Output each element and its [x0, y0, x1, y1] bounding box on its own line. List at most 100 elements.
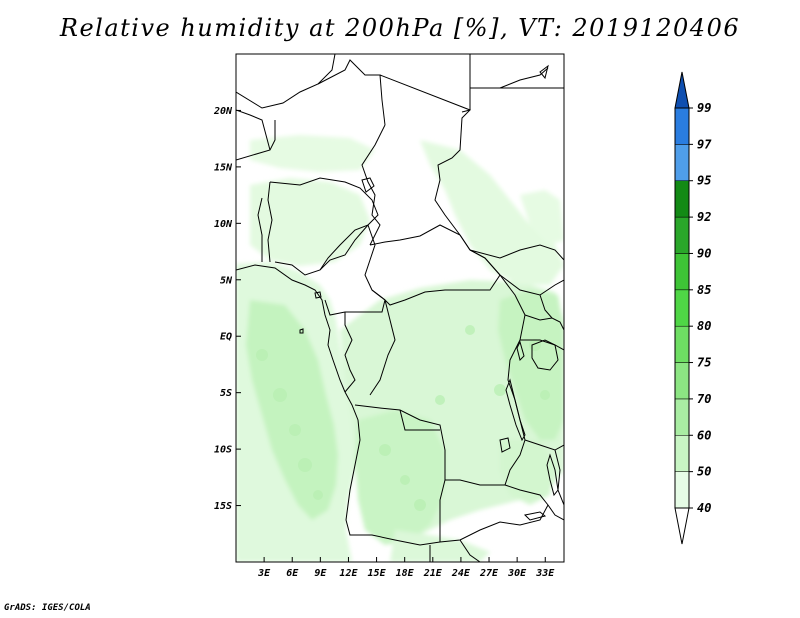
border-congo: [344, 312, 356, 393]
border-kenya: [539, 294, 553, 319]
speckle: [494, 384, 506, 396]
lake-malawi: [546, 453, 559, 497]
colorbar-label: 60: [697, 428, 711, 442]
border-benin-togo: [267, 181, 273, 263]
border-tanzania-south: [524, 439, 564, 451]
lat-label: 15S: [214, 501, 232, 512]
country-borders: [236, 54, 564, 562]
border-tanzania: [520, 339, 564, 351]
lat-label: 5S: [220, 388, 232, 399]
speckle: [298, 458, 312, 472]
colorbar-upper-arrow: [674, 71, 690, 109]
border-chad-niger: [361, 124, 386, 246]
colorbar-segment: [674, 107, 690, 145]
lat-label: 5N: [220, 275, 233, 286]
island-sinai: [539, 64, 549, 80]
colorbar-lower-arrow: [674, 507, 690, 545]
colorbar-segment: [674, 144, 690, 181]
humidity-region-south: [355, 410, 445, 545]
speckle: [273, 388, 287, 402]
island-bioko: [314, 291, 322, 299]
humidity-field: [236, 135, 564, 562]
speckle: [313, 490, 323, 500]
lat-label: 10N: [214, 219, 233, 230]
border-ghana: [257, 197, 263, 262]
lon-label: 24E: [451, 568, 471, 579]
border-malawi: [554, 449, 564, 506]
lat-label: 10S: [214, 445, 232, 456]
lon-label: 18E: [396, 568, 415, 579]
lon-label: 30E: [507, 568, 527, 579]
lake-albert: [516, 340, 525, 361]
border-mozambique: [547, 504, 564, 521]
speckle: [435, 395, 445, 405]
humidity-region-bottom: [390, 530, 490, 562]
border-drc-inner: [399, 409, 440, 431]
lon-label: 6E: [286, 568, 299, 579]
border-drc-north: [369, 299, 396, 396]
lake-mweru: [499, 437, 511, 453]
border-cameroon: [319, 224, 386, 316]
coastline-redsea: [499, 67, 549, 89]
speckle: [414, 499, 426, 511]
speckle: [289, 424, 301, 436]
colorbar-segment: [674, 216, 690, 254]
lon-label: 15E: [368, 568, 387, 579]
map-frame: [235, 53, 565, 563]
colorbar-segment: [674, 362, 690, 400]
border-angola-zambia: [439, 479, 446, 542]
colorbar-label: 99: [697, 101, 711, 115]
map-panel: 20N 15N 10N 5N EQ 5S 10S 15S 3E 6E 9E 12E 15E 18E 21E…: [213, 53, 565, 579]
speckle: [540, 390, 550, 400]
colorbar-label: 97: [697, 137, 712, 151]
lat-label: 15N: [214, 162, 233, 173]
colorbar-label: 95: [697, 174, 711, 188]
coastline-west: [236, 264, 346, 393]
colorbar: 40 50 60 70 75 80 85 90 92 95 97 99: [674, 71, 712, 545]
lake-victoria: [531, 339, 559, 371]
colorbar-segment: [674, 435, 690, 472]
lon-label: 12E: [339, 568, 358, 579]
colorbar-segment: [674, 180, 690, 218]
lake-chad: [361, 177, 375, 193]
border-zambia: [439, 484, 549, 543]
border-mali: [236, 109, 271, 151]
speckle: [465, 325, 475, 335]
lake-tanganyika: [505, 378, 526, 442]
humidity-region-ocean-core: [246, 300, 338, 520]
lon-label: 3E: [257, 568, 271, 579]
humidity-region-southeast: [500, 440, 555, 505]
colorbar-outline: [674, 107, 690, 509]
speckle: [256, 349, 268, 361]
lon-label: 9E: [314, 568, 327, 579]
colorbar-segment: [674, 471, 690, 509]
speckle: [529, 339, 541, 351]
colorbar-segment: [674, 253, 690, 291]
border-botswana: [459, 539, 481, 562]
lon-label: 33E: [535, 568, 555, 579]
border-drc-south: [354, 404, 505, 486]
colorbar-label: 70: [697, 392, 711, 406]
lat-label: 20N: [213, 106, 233, 117]
border-south-sudan: [469, 244, 564, 261]
colorbar-segment: [674, 398, 690, 436]
colorbar-label: 75: [697, 356, 711, 370]
colorbar-segment: [674, 325, 690, 363]
colorbar-label: 90: [697, 246, 711, 260]
humidity-region-sudan: [420, 140, 564, 285]
colorbar-label: 85: [697, 283, 711, 297]
colorbar-label: 50: [697, 465, 711, 479]
humidity-region-sahel: [250, 135, 375, 172]
lat-label: EQ: [220, 332, 232, 343]
border-algeria-niger: [236, 54, 336, 109]
colorbar-segment: [674, 289, 690, 327]
colorbar-label: 92: [697, 210, 711, 224]
humidity-region-east: [498, 290, 564, 440]
border-niger-libya: [317, 59, 386, 126]
speckle: [379, 444, 391, 456]
lake-kariba: [523, 511, 547, 521]
colorbar-label: 40: [697, 501, 711, 515]
island-sao-tome: [299, 328, 304, 334]
humidity-region-nigeria: [250, 178, 370, 266]
